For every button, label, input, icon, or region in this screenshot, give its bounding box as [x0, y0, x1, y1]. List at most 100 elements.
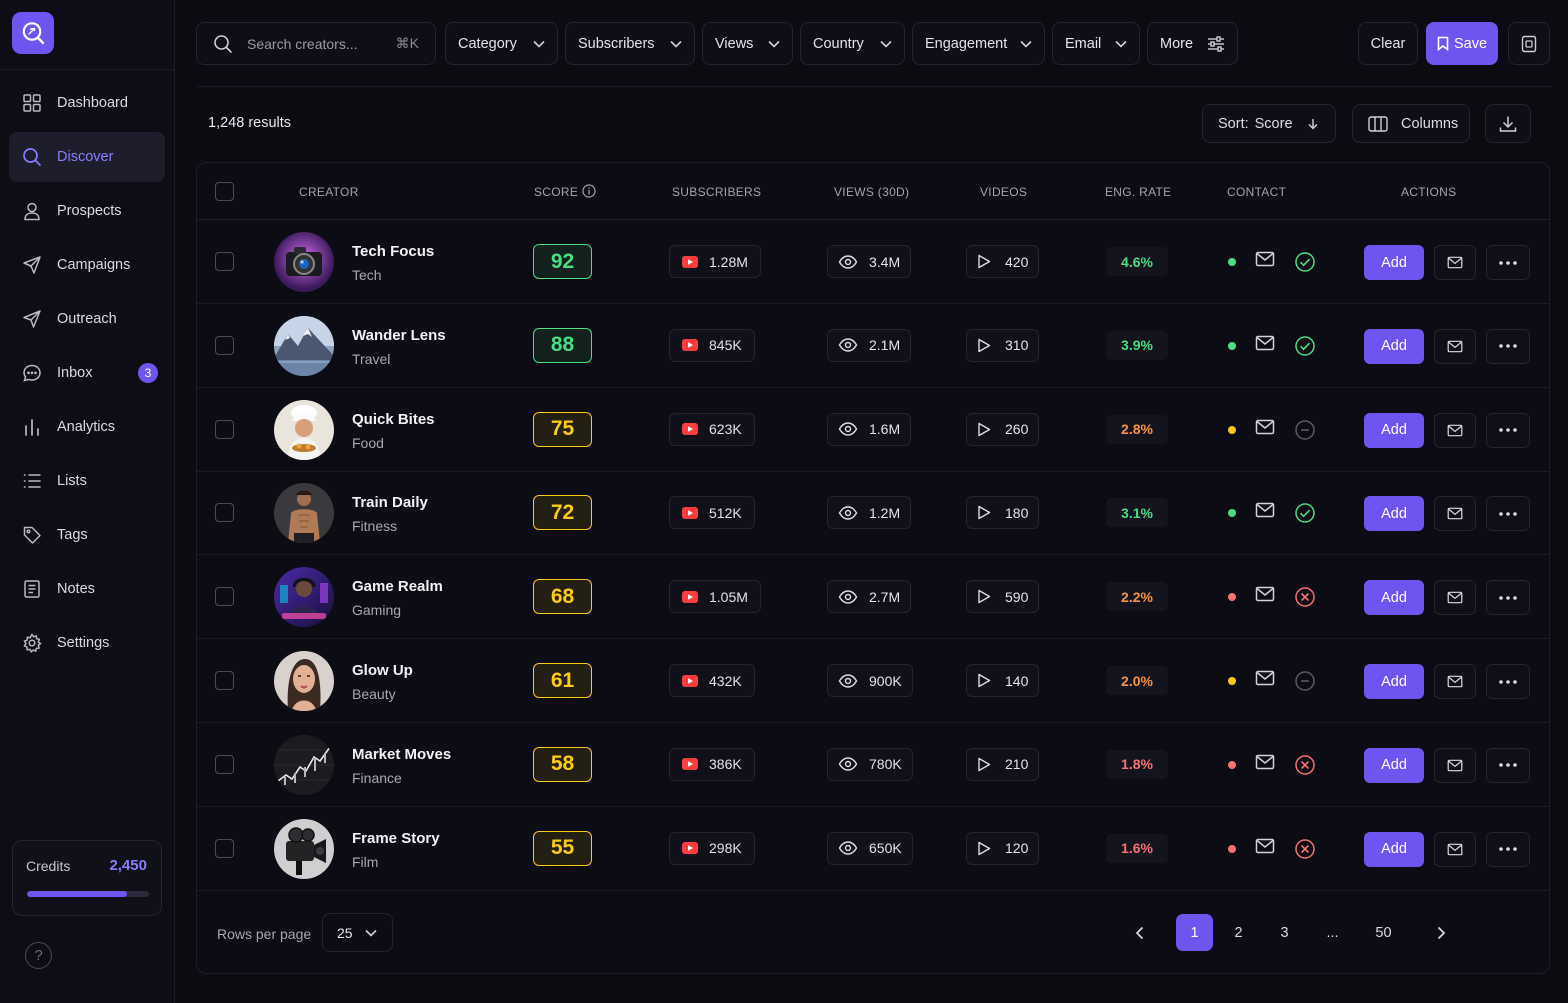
add-button[interactable]: Add [1364, 328, 1424, 364]
table-row[interactable]: Wander Lens Travel 88 845K 2.1M 310 3.9% Add [197, 304, 1549, 388]
sidebar-item-notes[interactable]: Notes [9, 564, 165, 614]
creator-avatar[interactable] [274, 315, 334, 376]
add-button[interactable]: Add [1364, 580, 1424, 616]
column-header-creator[interactable]: CREATOR [299, 185, 359, 199]
creator-name[interactable]: Glow Up [352, 662, 413, 679]
email-creator-button[interactable] [1434, 831, 1476, 867]
more-filters-button[interactable]: More [1147, 22, 1238, 65]
more-actions-button[interactable] [1486, 328, 1530, 364]
filter-views[interactable]: Views [702, 22, 793, 65]
sort-dropdown[interactable]: Sort: Score [1202, 104, 1336, 143]
sidebar-item-campaigns[interactable]: Campaigns [9, 240, 165, 290]
info-icon[interactable] [582, 184, 596, 198]
app-logo[interactable] [12, 12, 54, 54]
creator-name[interactable]: Tech Focus [352, 243, 435, 260]
more-actions-button[interactable] [1486, 245, 1530, 280]
creator-avatar[interactable] [274, 483, 334, 544]
filter-engagement[interactable]: Engagement [912, 22, 1045, 65]
clear-button[interactable]: Clear [1358, 22, 1418, 65]
sidebar-item-tags[interactable]: Tags [9, 510, 165, 560]
select-all-checkbox[interactable] [215, 182, 234, 201]
contact-email[interactable] [1255, 838, 1275, 854]
column-header-subscribers[interactable]: SUBSCRIBERS [672, 185, 762, 199]
contact-email[interactable] [1255, 419, 1275, 435]
more-actions-button[interactable] [1486, 831, 1530, 867]
rows-per-page-select[interactable]: 25 [322, 913, 393, 952]
columns-button[interactable]: Columns [1352, 104, 1470, 143]
column-header-videos[interactable]: VIDEOS [980, 185, 1028, 199]
creator-name[interactable]: Quick Bites [352, 410, 435, 428]
filter-category[interactable]: Category [445, 22, 558, 65]
email-creator-button[interactable] [1434, 580, 1476, 616]
email-creator-button[interactable] [1434, 412, 1476, 448]
prev-page-button[interactable] [1121, 914, 1158, 951]
download-button[interactable] [1485, 104, 1531, 143]
more-actions-button[interactable] [1486, 747, 1530, 783]
row-checkbox[interactable] [215, 503, 234, 523]
creator-name[interactable]: Frame Story [352, 829, 440, 847]
row-checkbox[interactable] [215, 419, 234, 439]
help-button[interactable]: ? [25, 942, 52, 969]
creator-name[interactable]: Market Moves [352, 745, 452, 763]
creator-avatar[interactable] [274, 651, 334, 711]
table-row[interactable]: Market Moves Finance 58 386K 780K 210 1.8% Add [197, 723, 1549, 807]
save-button[interactable]: Save [1426, 22, 1498, 65]
page-button[interactable]: 2 [1234, 924, 1243, 941]
add-button[interactable]: Add [1364, 245, 1424, 280]
filter-subscribers[interactable]: Subscribers [565, 22, 695, 65]
contact-email[interactable] [1255, 251, 1275, 267]
sidebar-item-prospects[interactable]: Prospects [9, 186, 165, 236]
creator-avatar[interactable] [274, 399, 334, 460]
email-creator-button[interactable] [1434, 328, 1476, 364]
column-header-eng-rate[interactable]: ENG. RATE [1105, 185, 1172, 199]
more-actions-button[interactable] [1486, 496, 1530, 532]
creator-name[interactable]: Wander Lens [352, 326, 446, 344]
table-row[interactable]: Train Daily Fitness 72 512K 1.2M 180 3.1% Add [197, 471, 1549, 556]
contact-email[interactable] [1255, 502, 1275, 518]
row-checkbox[interactable] [215, 587, 234, 607]
creator-avatar[interactable] [274, 232, 334, 292]
page-button[interactable]: 50 [1375, 924, 1392, 941]
panel-toggle-button[interactable] [1508, 22, 1550, 65]
contact-email[interactable] [1255, 335, 1275, 351]
table-row[interactable]: Frame Story Film 55 298K 650K 120 1.6% Add [197, 807, 1549, 891]
add-button[interactable]: Add [1364, 747, 1424, 783]
column-header-contact[interactable]: CONTACT [1227, 185, 1287, 199]
sidebar-item-dashboard[interactable]: Dashboard [9, 78, 165, 128]
email-creator-button[interactable] [1434, 747, 1476, 783]
add-button[interactable]: Add [1364, 412, 1424, 448]
creator-avatar[interactable] [274, 567, 334, 628]
table-row[interactable]: Tech Focus Tech 92 1.28M 3.4M 420 4.6% Add [197, 220, 1549, 304]
contact-email[interactable] [1255, 754, 1275, 770]
sidebar-item-inbox[interactable]: Inbox 3 [9, 348, 165, 398]
email-creator-button[interactable] [1434, 245, 1476, 280]
column-header-views[interactable]: VIEWS (30D) [834, 185, 910, 199]
sidebar-item-discover[interactable]: Discover [9, 132, 165, 182]
table-row[interactable]: Quick Bites Food 75 623K 1.6M 260 2.8% Add [197, 388, 1549, 472]
more-actions-button[interactable] [1486, 664, 1530, 699]
add-button[interactable]: Add [1364, 496, 1424, 532]
page-button[interactable]: 3 [1280, 924, 1289, 941]
row-checkbox[interactable] [215, 671, 234, 690]
creator-name[interactable]: Train Daily [352, 494, 428, 512]
table-row[interactable]: Game Realm Gaming 68 1.05M 2.7M 590 2.2% Add [197, 555, 1549, 640]
page-button[interactable]: 1 [1176, 914, 1213, 951]
creator-name[interactable]: Game Realm [352, 578, 443, 596]
table-row[interactable]: Glow Up Beauty 61 432K 900K 140 2.0% Add [197, 639, 1549, 723]
creator-avatar[interactable] [274, 734, 334, 795]
add-button[interactable]: Add [1364, 831, 1424, 867]
email-creator-button[interactable] [1434, 664, 1476, 699]
next-page-button[interactable] [1423, 914, 1460, 951]
contact-email[interactable] [1255, 586, 1275, 602]
creator-avatar[interactable] [274, 818, 334, 879]
filter-email[interactable]: Email [1052, 22, 1140, 65]
contact-email[interactable] [1255, 670, 1275, 686]
email-creator-button[interactable] [1434, 496, 1476, 532]
sidebar-item-settings[interactable]: Settings [9, 618, 165, 668]
add-button[interactable]: Add [1364, 664, 1424, 699]
row-checkbox[interactable] [215, 838, 234, 858]
row-checkbox[interactable] [215, 252, 234, 271]
sidebar-item-outreach[interactable]: Outreach [9, 294, 165, 344]
sidebar-item-lists[interactable]: Lists [9, 456, 165, 506]
sidebar-item-analytics[interactable]: Analytics [9, 402, 165, 452]
